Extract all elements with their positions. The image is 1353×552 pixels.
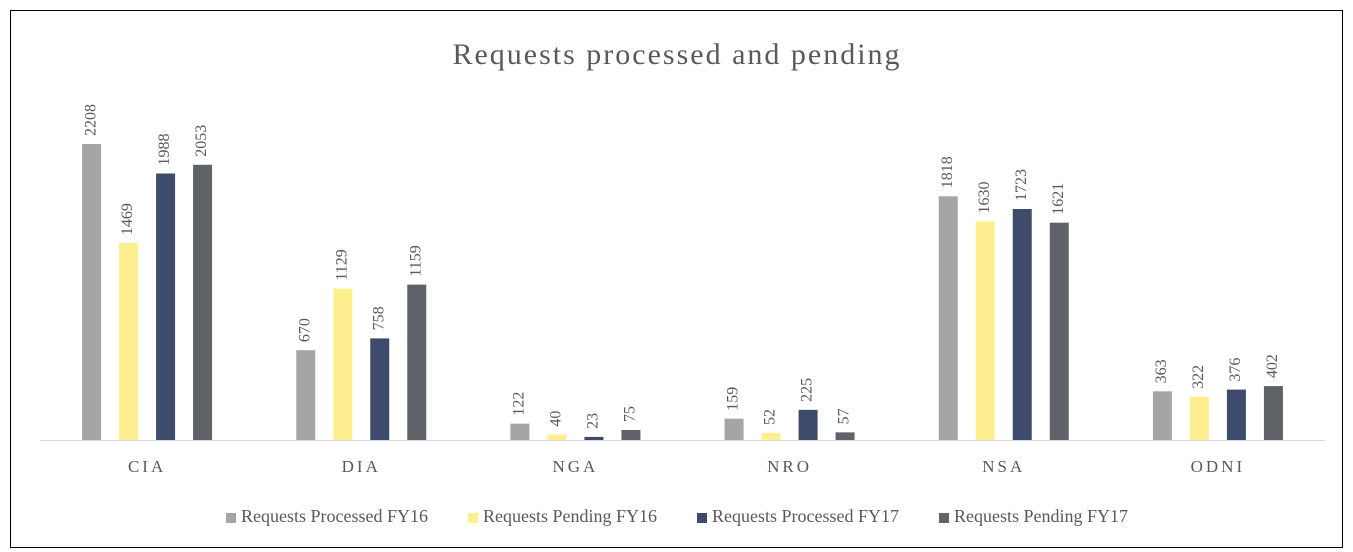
value-label: 376: [1227, 358, 1244, 382]
bar: [761, 433, 781, 440]
value-label: 322: [1190, 365, 1207, 389]
bar: [296, 350, 316, 440]
bar: [1049, 222, 1069, 440]
bar: [547, 434, 567, 440]
value-label: 1630: [976, 181, 993, 213]
bar: [407, 284, 427, 440]
value-label: 225: [799, 378, 816, 402]
value-label: 758: [370, 306, 387, 330]
bar: [724, 418, 744, 440]
bar: [798, 409, 818, 440]
bar: [370, 338, 390, 440]
legend-label: Requests Pending FY16: [483, 506, 657, 526]
bar: [835, 432, 855, 440]
value-label: 1159: [407, 245, 424, 276]
bar: [1189, 396, 1209, 440]
bar: [938, 196, 958, 440]
value-label: 1818: [939, 156, 956, 188]
bar: [1012, 209, 1032, 440]
x-tick-label: DIA: [342, 457, 381, 476]
x-tick-label: NRO: [767, 457, 812, 476]
legend-swatch: [467, 513, 478, 523]
value-label: 75: [622, 406, 639, 422]
bar: [156, 173, 176, 441]
value-label: 402: [1264, 354, 1281, 378]
value-label: 1723: [1013, 169, 1030, 201]
legend-label: Requests Pending FY17: [954, 506, 1128, 526]
value-label: 670: [296, 318, 313, 342]
legend-swatch: [939, 513, 949, 523]
x-tick-label: ODNI: [1191, 457, 1246, 476]
value-label: 159: [725, 387, 742, 411]
x-tick-label: NSA: [982, 457, 1025, 476]
chart-border: [10, 10, 1343, 548]
bar: [584, 436, 604, 440]
legend-swatch: [697, 513, 707, 523]
value-label: 1469: [119, 203, 136, 235]
value-label: 57: [836, 408, 853, 424]
chart-title: Requests processed and pending: [452, 38, 901, 71]
value-label: 1129: [333, 249, 350, 280]
value-label: 23: [585, 413, 602, 429]
value-label: 52: [762, 409, 779, 425]
value-label: 2208: [82, 104, 99, 136]
value-label: 1988: [156, 133, 173, 165]
legend-label: Requests Processed FY17: [712, 506, 899, 526]
bar: [975, 221, 995, 440]
bar: [510, 423, 530, 440]
legend-swatch: [225, 513, 236, 523]
bar: [1226, 389, 1246, 440]
x-tick-label: CIA: [128, 457, 166, 476]
bar: [333, 288, 353, 440]
value-label: 122: [511, 392, 528, 416]
value-label: 40: [548, 411, 565, 427]
bar: [119, 243, 139, 440]
bar: [1152, 391, 1172, 440]
bar: [193, 164, 213, 440]
x-tick-label: NGA: [552, 457, 598, 476]
value-label: 2053: [193, 125, 210, 157]
bar: [82, 144, 102, 440]
value-label: 363: [1153, 359, 1170, 383]
legend-label: Requests Processed FY16: [241, 506, 428, 526]
bar: [1263, 386, 1283, 440]
value-label: 1621: [1050, 183, 1067, 215]
bar: [621, 429, 641, 440]
